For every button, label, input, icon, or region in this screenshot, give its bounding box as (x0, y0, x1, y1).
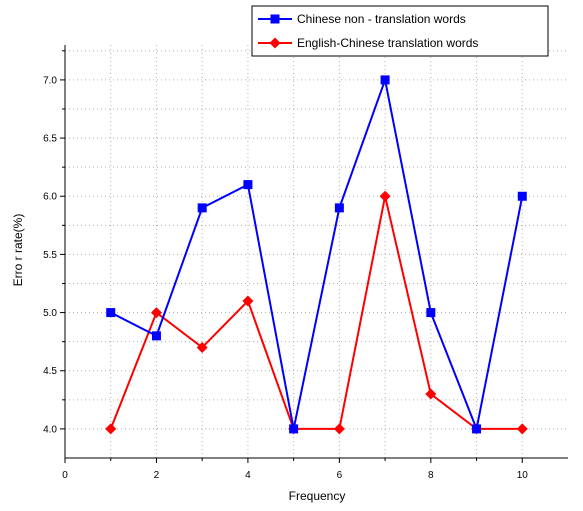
x-tick-label: 0 (62, 470, 68, 481)
x-tick-label: 6 (337, 470, 343, 481)
series-line (110, 76, 524, 433)
y-tick-label: 6.5 (43, 134, 57, 145)
y-tick-label: 7.0 (43, 75, 57, 86)
series-lines (105, 75, 528, 435)
legend-box (251, 5, 549, 57)
data-point (426, 308, 436, 318)
data-point (472, 424, 482, 434)
legend-label: English-Chinese translation words (297, 36, 478, 50)
data-point (242, 295, 254, 307)
data-point (380, 75, 390, 85)
y-tick-label: 4.0 (43, 424, 57, 435)
data-point (289, 424, 299, 434)
data-point (196, 341, 208, 353)
data-point (197, 203, 207, 213)
legend-label: Chinese non - translation words (297, 12, 466, 26)
y-tick-label: 5.5 (43, 250, 57, 261)
data-point (517, 191, 527, 201)
series-1 (106, 75, 527, 434)
legend: Chinese non - translation words English-C… (251, 5, 549, 57)
x-axis-title: Frequency (289, 489, 346, 503)
legend-swatch-marker (269, 37, 281, 49)
data-point (243, 180, 253, 190)
x-tick-label: 2 (154, 470, 160, 481)
data-point (516, 423, 528, 435)
legend-swatch-marker (270, 14, 280, 24)
axes: 0 2 4 6 8 10 4.0 4.5 5.0 5.5 6.0 6.5 7.0 (43, 45, 568, 481)
data-point (334, 203, 344, 213)
data-point (151, 331, 161, 341)
data-point (150, 307, 162, 319)
y-tick-label: 6.0 (43, 192, 57, 203)
data-point (106, 308, 116, 318)
series-line (109, 196, 523, 430)
x-tick-label: 8 (428, 470, 434, 481)
data-point (425, 388, 437, 400)
data-point (333, 423, 345, 435)
y-tick-label: 5.0 (43, 308, 57, 319)
x-tick-label: 10 (517, 470, 529, 481)
x-tick-label: 4 (245, 470, 251, 481)
data-point (379, 190, 391, 202)
data-point (105, 423, 117, 435)
grid (65, 45, 568, 459)
y-tick-label: 4.5 (43, 366, 57, 377)
y-axis-title: Erro r rate(%) (11, 214, 25, 287)
